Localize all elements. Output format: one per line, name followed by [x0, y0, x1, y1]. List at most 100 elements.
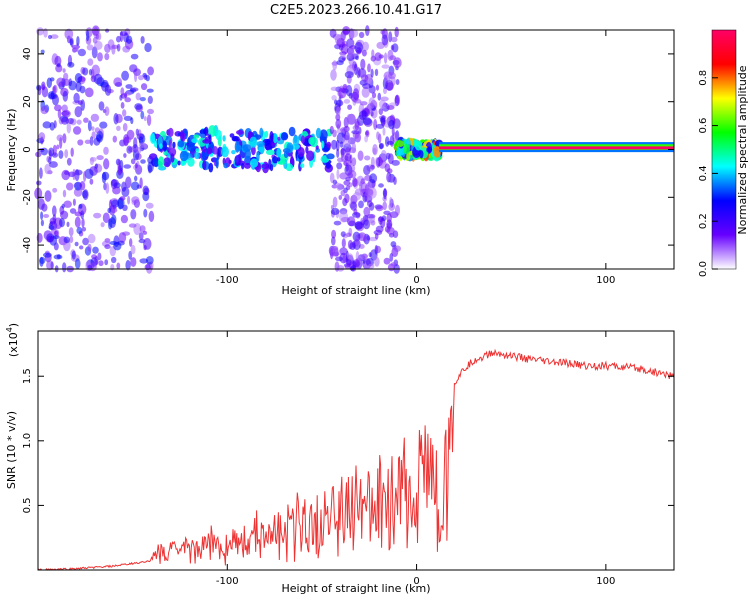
- spectral-blob: [285, 163, 294, 172]
- chart-title: C2E5.2023.266.10.41.G17: [270, 3, 442, 18]
- spectral-blob: [43, 214, 50, 218]
- spectral-blob: [126, 145, 133, 154]
- spectral-blob: [340, 231, 346, 238]
- spectral-blob: [73, 92, 80, 104]
- spectral-blob: [105, 182, 110, 194]
- spectral-blob: [46, 235, 54, 243]
- spectral-blob: [87, 264, 93, 271]
- spectral-blob: [116, 262, 121, 270]
- spectral-blob: [389, 253, 394, 262]
- spectral-blob: [123, 164, 132, 169]
- spectral-blob: [352, 260, 357, 270]
- spectral-blob: [107, 207, 111, 214]
- spectral-blob: [147, 164, 152, 174]
- spectral-blob: [346, 113, 353, 125]
- spectral-blob: [57, 109, 62, 119]
- spectral-blob: [66, 182, 74, 191]
- spectral-blob: [433, 146, 441, 158]
- spectral-blob: [36, 180, 42, 186]
- spectral-blob: [234, 154, 242, 165]
- spectral-blob: [377, 92, 382, 101]
- spectral-blob: [259, 127, 264, 138]
- spectral-blob: [268, 158, 272, 170]
- spectral-blob: [62, 189, 67, 198]
- spectral-blob: [330, 207, 340, 216]
- spectral-blob: [40, 211, 44, 220]
- spectral-blob: [241, 163, 245, 170]
- spectral-blob: [64, 28, 74, 40]
- spectral-blob: [390, 241, 397, 248]
- spectral-blob: [280, 132, 289, 141]
- spectral-blob: [414, 140, 423, 151]
- spectral-blob: [72, 47, 78, 53]
- spectral-blob: [348, 92, 353, 99]
- spectral-blob: [408, 150, 414, 156]
- spectral-blob: [258, 146, 265, 153]
- spectral-blob: [68, 171, 76, 178]
- spectral-blob: [243, 162, 251, 169]
- spectral-blob: [87, 58, 94, 66]
- spectral-blob: [228, 159, 232, 164]
- spectral-blob: [330, 86, 339, 92]
- spectral-blob: [383, 210, 391, 215]
- spectral-blob: [340, 52, 346, 59]
- spectral-blob: [315, 145, 319, 150]
- spectral-blob: [46, 156, 50, 163]
- spectral-blob: [336, 162, 343, 170]
- spectral-blob: [335, 106, 341, 117]
- spectral-blob: [157, 156, 165, 168]
- spectral-blob: [159, 143, 163, 149]
- spectral-blob: [82, 67, 89, 76]
- spectral-blob: [381, 34, 389, 46]
- spectral-blob: [107, 218, 113, 230]
- spectral-blob: [187, 157, 195, 167]
- spectral-blob: [104, 53, 110, 61]
- spectral-blob: [335, 118, 342, 129]
- spectral-blob: [191, 138, 199, 144]
- spectral-blob: [78, 204, 83, 209]
- spectral-blob: [73, 126, 82, 135]
- spectral-blob: [74, 241, 79, 247]
- spectral-blob: [348, 47, 355, 59]
- spectral-blob: [335, 256, 344, 262]
- spectral-blob: [310, 136, 318, 148]
- spectral-blob: [332, 60, 338, 71]
- spectral-blob: [370, 164, 375, 170]
- spectral-blob: [87, 233, 96, 244]
- spectral-blob: [290, 154, 294, 167]
- spectral-blob: [370, 68, 374, 78]
- spectral-blob: [306, 150, 315, 162]
- spectral-blob: [272, 156, 279, 164]
- spectral-blob: [49, 122, 55, 131]
- spectral-blob: [64, 149, 69, 159]
- spectral-blob: [120, 102, 125, 109]
- spectral-blob: [56, 63, 61, 68]
- spectral-blob: [338, 87, 347, 99]
- spectral-blob: [336, 148, 340, 158]
- spectral-blob: [200, 151, 206, 162]
- spectral-blob: [346, 216, 356, 227]
- spectral-blob: [374, 52, 382, 61]
- spectral-blob: [215, 129, 222, 141]
- spectral-blob: [389, 196, 393, 209]
- spectral-blob: [357, 150, 364, 161]
- spectral-blob: [208, 162, 214, 173]
- spectral-blob: [344, 193, 350, 204]
- spectral-blob: [120, 214, 128, 224]
- y-tick-label: 0: [22, 146, 33, 152]
- spectral-blob: [138, 75, 144, 81]
- spectral-blob: [74, 73, 83, 83]
- spectral-blob: [58, 150, 64, 159]
- spectral-blob: [336, 169, 340, 180]
- spectral-blob: [39, 167, 43, 179]
- spectral-blob: [84, 139, 91, 144]
- spectral-blob: [63, 72, 69, 81]
- spectral-blob: [56, 134, 64, 142]
- spectral-blob: [343, 99, 351, 104]
- spectral-blob: [177, 140, 185, 148]
- spectral-blob: [140, 36, 145, 44]
- spectral-blob: [354, 221, 363, 230]
- spectral-blob: [396, 140, 405, 148]
- spectral-blob: [163, 157, 172, 168]
- spectral-blob: [36, 27, 45, 36]
